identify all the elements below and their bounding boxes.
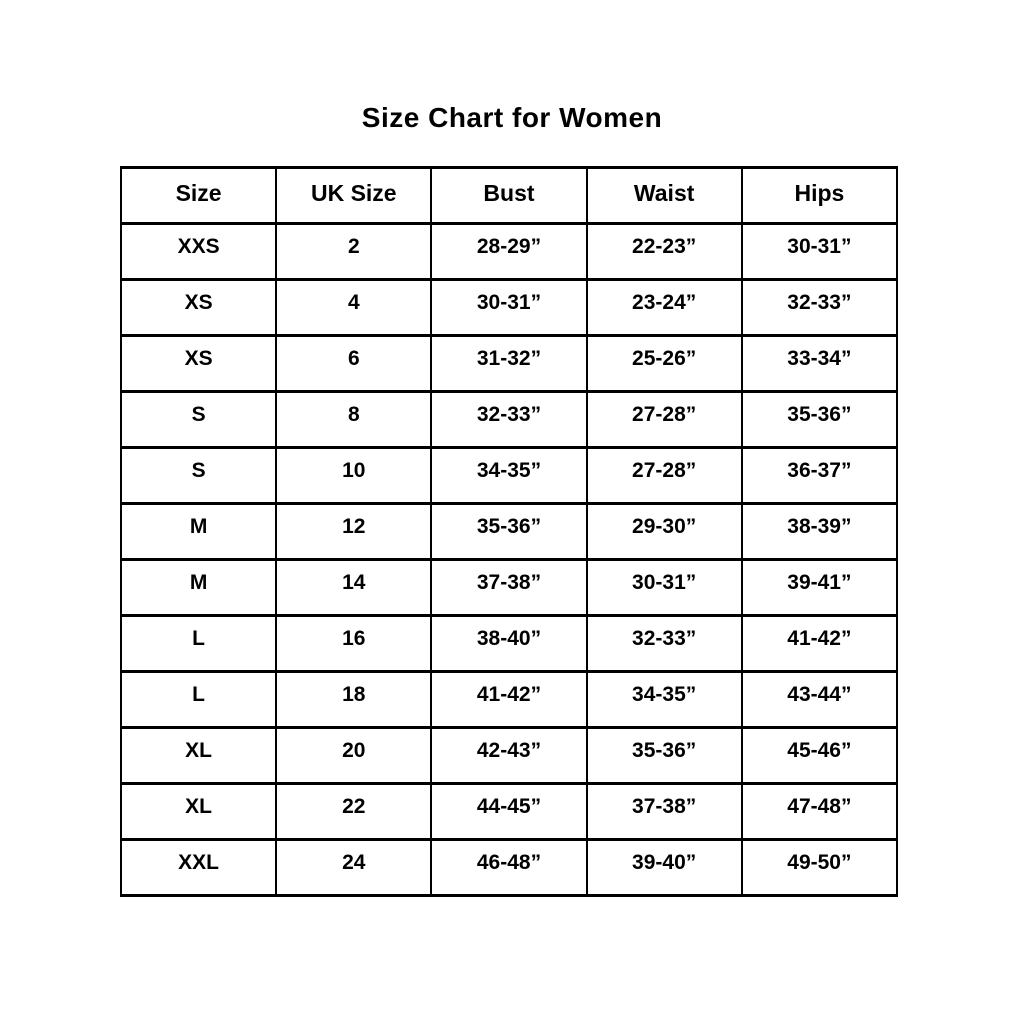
table-cell: 36-37” xyxy=(740,446,899,505)
table-cell: 2 xyxy=(275,222,433,281)
table-cell: S xyxy=(119,446,278,505)
table-cell: M xyxy=(119,558,278,617)
table-cell: 10 xyxy=(275,446,433,505)
table-cell: 20 xyxy=(275,726,433,785)
table-cell: 39-41” xyxy=(740,558,899,617)
table-row: M 12 35-36” 29-30” 38-39” xyxy=(119,502,899,561)
table-cell: 47-48” xyxy=(740,782,899,841)
table-cell: 43-44” xyxy=(740,670,899,729)
table-cell: 37-38” xyxy=(585,782,743,841)
table-body: XXS 2 28-29” 22-23” 30-31” XS 4 30-31” 23-24” 32-… xyxy=(119,222,899,897)
table-cell: 34-35” xyxy=(585,670,743,729)
table-cell: 28-29” xyxy=(430,222,588,281)
table-cell: 32-33” xyxy=(740,278,899,337)
table-cell: 35-36” xyxy=(430,502,588,561)
table-row: L 16 38-40” 32-33” 41-42” xyxy=(119,614,899,673)
table-cell: 14 xyxy=(275,558,433,617)
table-row: XL 20 42-43” 35-36” 45-46” xyxy=(119,726,899,785)
table-row: S 10 34-35” 27-28” 36-37” xyxy=(119,446,899,505)
table-cell: 23-24” xyxy=(585,278,743,337)
table-cell: XL xyxy=(119,726,278,785)
table-cell: 31-32” xyxy=(430,334,588,393)
table-cell: 27-28” xyxy=(585,390,743,449)
table-cell: 41-42” xyxy=(430,670,588,729)
table-row: XS 6 31-32” 25-26” 33-34” xyxy=(119,334,899,393)
table-row: XS 4 30-31” 23-24” 32-33” xyxy=(119,278,899,337)
table-cell: 22-23” xyxy=(585,222,743,281)
table-cell: 30-31” xyxy=(430,278,588,337)
table-cell: 24 xyxy=(275,838,433,897)
table-cell: XS xyxy=(119,334,278,393)
table-cell: 22 xyxy=(275,782,433,841)
table-cell: 35-36” xyxy=(585,726,743,785)
header-cell: UK Size xyxy=(275,166,433,225)
header-cell: Waist xyxy=(585,166,743,225)
table-cell: 6 xyxy=(275,334,433,393)
table-cell: 30-31” xyxy=(585,558,743,617)
table-cell: 44-45” xyxy=(430,782,588,841)
table-row: XL 22 44-45” 37-38” 47-48” xyxy=(119,782,899,841)
header-cell: Size xyxy=(119,166,278,225)
table-cell: XXS xyxy=(119,222,278,281)
table-cell: 32-33” xyxy=(430,390,588,449)
table-cell: 45-46” xyxy=(740,726,899,785)
size-chart-table: Size UK Size Bust Waist Hips XXS 2 28-29” 22-23… xyxy=(119,166,899,897)
table-cell: M xyxy=(119,502,278,561)
header-row: Size UK Size Bust Waist Hips xyxy=(119,166,899,225)
table-cell: XS xyxy=(119,278,278,337)
header-cell: Hips xyxy=(740,166,899,225)
table-cell: 4 xyxy=(275,278,433,337)
table-row: M 14 37-38” 30-31” 39-41” xyxy=(119,558,899,617)
table-cell: S xyxy=(119,390,278,449)
table-cell: XXL xyxy=(119,838,278,897)
table-cell: 41-42” xyxy=(740,614,899,673)
table-cell: 12 xyxy=(275,502,433,561)
header-cell: Bust xyxy=(430,166,588,225)
table-cell: L xyxy=(119,670,278,729)
table-row: L 18 41-42” 34-35” 43-44” xyxy=(119,670,899,729)
table-cell: 38-40” xyxy=(430,614,588,673)
table-cell: 39-40” xyxy=(585,838,743,897)
table-cell: 35-36” xyxy=(740,390,899,449)
table-cell: 27-28” xyxy=(585,446,743,505)
table-cell: L xyxy=(119,614,278,673)
table-cell: 42-43” xyxy=(430,726,588,785)
table-row: XXS 2 28-29” 22-23” 30-31” xyxy=(119,222,899,281)
table-header: Size UK Size Bust Waist Hips xyxy=(119,166,899,225)
table-cell: 18 xyxy=(275,670,433,729)
table-cell: 30-31” xyxy=(740,222,899,281)
table-cell: 49-50” xyxy=(740,838,899,897)
page-title: Size Chart for Women xyxy=(361,102,663,133)
table-cell: 32-33” xyxy=(585,614,743,673)
table-cell: 8 xyxy=(275,390,433,449)
table-cell: 38-39” xyxy=(740,502,899,561)
table-row: XXL 24 46-48” 39-40” 49-50” xyxy=(119,838,899,897)
table-cell: 29-30” xyxy=(585,502,743,561)
table-cell: 25-26” xyxy=(585,334,743,393)
table-row: S 8 32-33” 27-28” 35-36” xyxy=(119,390,899,449)
table-cell: 34-35” xyxy=(430,446,588,505)
table-cell: XL xyxy=(119,782,278,841)
table-cell: 37-38” xyxy=(430,558,588,617)
table-cell: 33-34” xyxy=(740,334,899,393)
table-cell: 16 xyxy=(275,614,433,673)
table-cell: 46-48” xyxy=(430,838,588,897)
